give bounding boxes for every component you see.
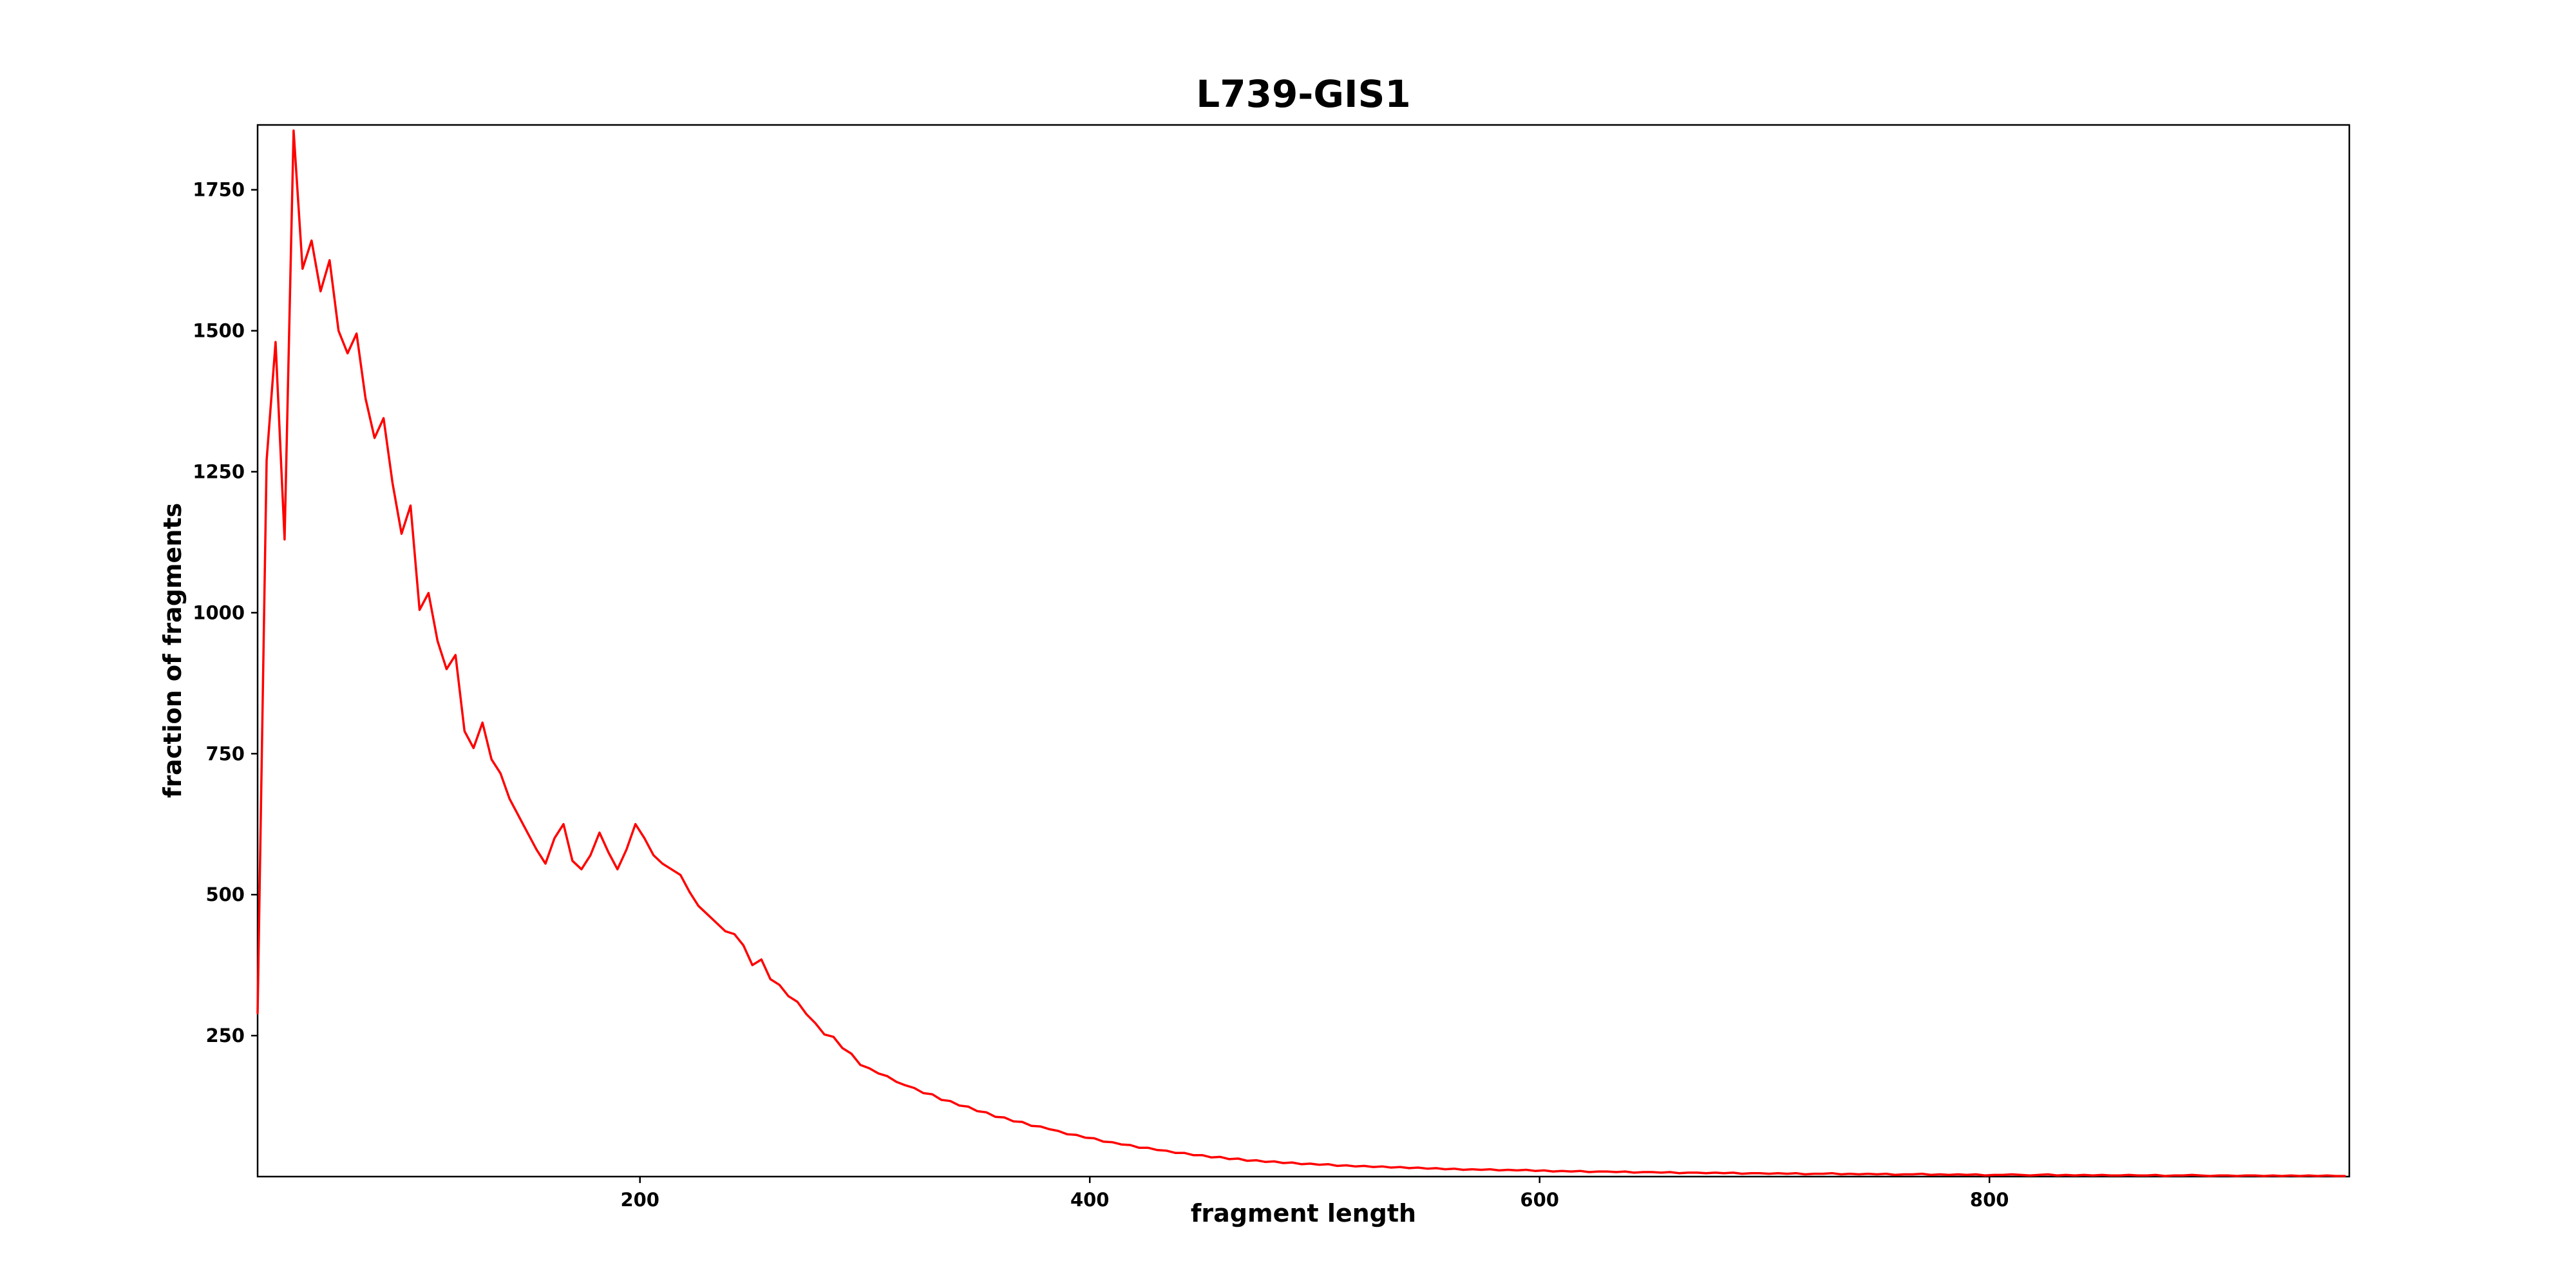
y-tick-label: 750 bbox=[205, 743, 245, 764]
chart-title: L739-GIS1 bbox=[1196, 72, 1411, 116]
y-tick-label: 500 bbox=[205, 884, 245, 905]
x-tick-label: 800 bbox=[1970, 1189, 2009, 1211]
fragment-length-line bbox=[256, 129, 2346, 1177]
y-tick-label: 1750 bbox=[193, 179, 245, 201]
x-tick-label: 400 bbox=[1070, 1189, 1110, 1211]
y-tick-label: 1500 bbox=[193, 320, 245, 342]
x-tick-label: 600 bbox=[1520, 1189, 1559, 1211]
y-tick-label: 1000 bbox=[193, 601, 245, 623]
y-tick-label: 250 bbox=[205, 1025, 245, 1046]
axes-spines bbox=[256, 124, 2351, 1178]
x-axis-label: fragment length bbox=[1190, 1199, 1417, 1227]
y-tick-label: 1250 bbox=[193, 460, 245, 482]
y-axis-label: fraction of fragments bbox=[158, 502, 187, 799]
x-tick-label: 200 bbox=[620, 1189, 659, 1211]
